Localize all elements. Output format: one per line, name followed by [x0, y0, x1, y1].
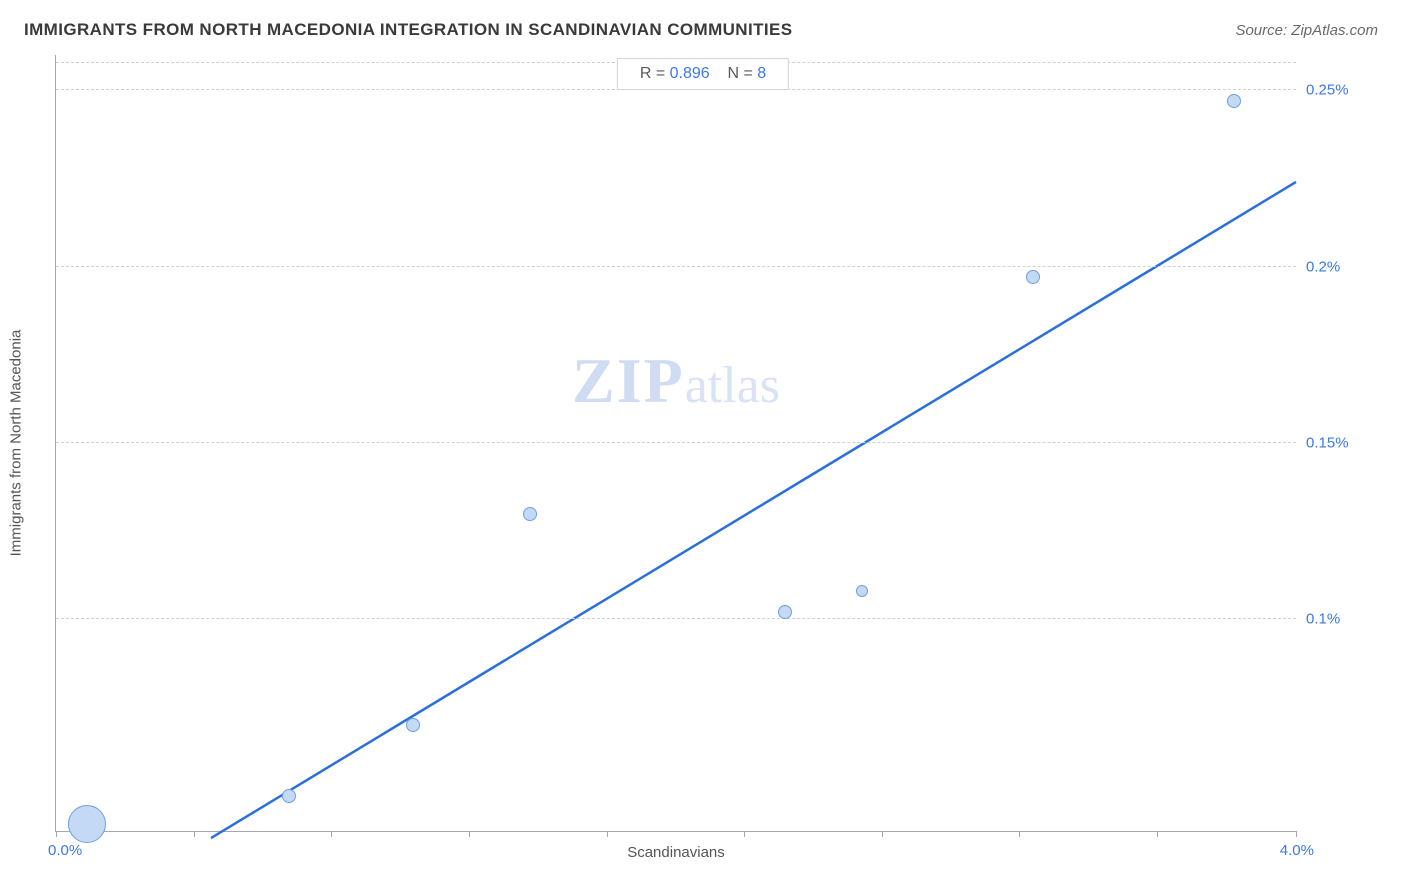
y-tick-label: 0.15% — [1306, 435, 1376, 452]
y-tick-label: 0.2% — [1306, 258, 1376, 275]
x-tick — [744, 831, 745, 837]
stats-box: R = 0.896 N = 8 — [617, 58, 789, 90]
x-tick — [1019, 831, 1020, 837]
x-tick — [331, 831, 332, 837]
trendline — [211, 182, 1296, 838]
x-tick — [607, 831, 608, 837]
x-tick — [469, 831, 470, 837]
x-tick — [1157, 831, 1158, 837]
plot-wrap: ZIPatlas Immigrants from North Macedonia… — [55, 55, 1296, 832]
trendline-layer — [56, 55, 1296, 831]
n-label: N = — [727, 65, 752, 82]
scatter-point — [1227, 94, 1241, 108]
plot-area: ZIPatlas Immigrants from North Macedonia… — [55, 55, 1296, 832]
scatter-point — [1026, 270, 1040, 284]
scatter-point — [856, 585, 868, 597]
scatter-point — [523, 507, 537, 521]
x-tick — [1296, 831, 1297, 837]
scatter-point — [68, 805, 106, 843]
x-tick — [56, 831, 57, 837]
gridline — [56, 266, 1296, 267]
chart-title: IMMIGRANTS FROM NORTH MACEDONIA INTEGRAT… — [24, 20, 793, 40]
gridline — [56, 442, 1296, 443]
y-axis-label: Immigrants from North Macedonia — [8, 330, 25, 557]
y-tick-label: 0.1% — [1306, 611, 1376, 628]
scatter-point — [778, 605, 792, 619]
r-label: R = — [640, 65, 665, 82]
gridline — [56, 618, 1296, 619]
x-axis-min-label: 0.0% — [48, 842, 82, 859]
scatter-point — [406, 718, 420, 732]
x-axis-label: Scandinavians — [627, 844, 725, 861]
y-tick-label: 0.25% — [1306, 82, 1376, 99]
scatter-point — [282, 789, 296, 803]
x-tick — [194, 831, 195, 837]
source-attribution: Source: ZipAtlas.com — [1235, 22, 1378, 39]
x-tick — [882, 831, 883, 837]
x-axis-max-label: 4.0% — [1280, 842, 1314, 859]
n-value: 8 — [757, 65, 766, 82]
r-value: 0.896 — [670, 65, 710, 82]
